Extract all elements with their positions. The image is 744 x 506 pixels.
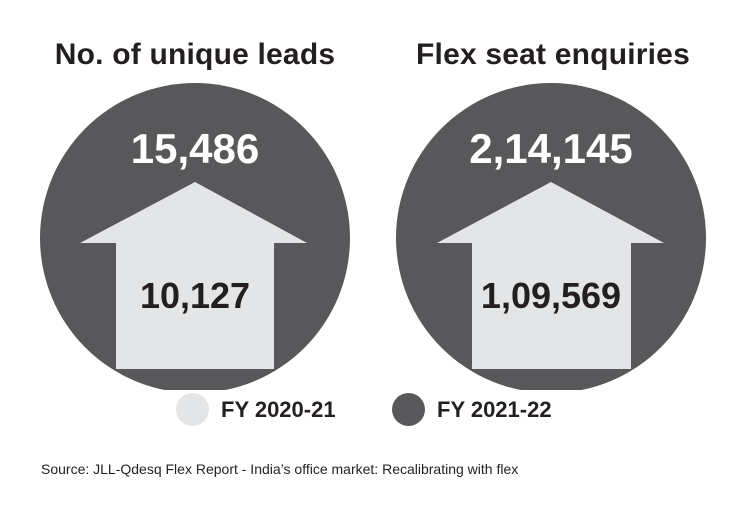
legend-label-fy-2020-21: FY 2020-21 <box>221 396 336 422</box>
arrow-fy-2020-21 <box>437 182 664 369</box>
panel-title-flex-seat-enquiries: Flex seat enquiries <box>416 38 690 71</box>
panel-unique-leads: 15,486 10,127 <box>40 83 350 390</box>
value-fy-2021-22: 15,486 <box>131 125 259 172</box>
value-fy-2021-22: 2,14,145 <box>469 125 633 172</box>
arrow-fy-2020-21 <box>80 182 307 369</box>
legend-swatch-fy-2021-22 <box>392 393 425 426</box>
legend-item-fy-2020-21: FY 2020-21 <box>176 393 336 426</box>
panel-title-unique-leads: No. of unique leads <box>54 38 336 71</box>
legend-swatch-fy-2020-21 <box>176 393 209 426</box>
panel-flex-seat-enquiries: 2,14,145 1,09,569 <box>396 83 706 390</box>
source-note: Source: JLL-Qdesq Flex Report - India’s … <box>41 461 519 477</box>
infographic-canvas: 15,486 10,127 2,14,145 1,09,569 <box>40 83 706 390</box>
legend-item-fy-2021-22: FY 2021-22 <box>392 393 552 426</box>
legend-label-fy-2021-22: FY 2021-22 <box>437 396 552 422</box>
value-fy-2020-21: 10,127 <box>140 275 250 316</box>
value-fy-2020-21: 1,09,569 <box>481 275 621 316</box>
legend: FY 2020-21 FY 2021-22 <box>0 393 744 433</box>
